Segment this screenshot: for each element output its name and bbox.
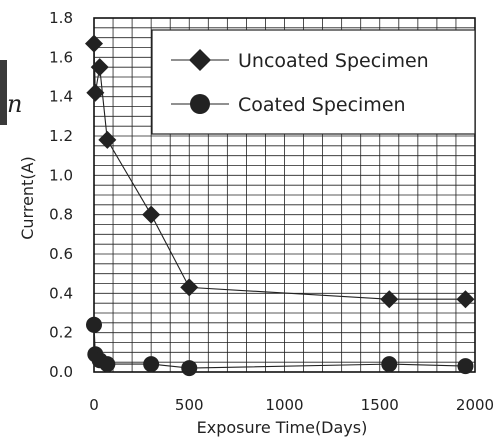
data-series [85,34,475,377]
data-point-uncoated [98,130,117,149]
legend-label-coated: Coated Specimen [238,94,406,116]
legend-box [151,29,476,135]
data-point-uncoated [85,34,103,53]
data-point-uncoated [86,83,105,102]
data-point-coated [143,356,160,373]
legend: Uncoated Specimen Coated Specimen [151,29,476,135]
y-tick-labels: 0.0 0.2 0.4 0.6 0.8 1.0 1.2 1.4 1.6 1.8 [49,9,73,381]
plot-frame [93,17,476,373]
x-tick-label: 1500 [361,396,399,414]
data-point-coated [86,316,102,333]
side-glyph: n [7,90,22,118]
x-axis-title: Exposure Time(Days) [197,418,368,437]
x-tick-label: 500 [175,396,204,414]
legend-label-uncoated: Uncoated Specimen [238,50,429,72]
y-axis-title: Current(A) [18,156,37,240]
y-tick-label: 0.2 [49,324,73,342]
data-point-coated [381,356,398,373]
x-tick-labels: 0 500 1000 1500 2000 [89,396,494,414]
legend-marker-uncoated [189,49,211,71]
data-point-coated [457,358,474,375]
x-tick-label: 1000 [265,396,303,414]
legend-marker-coated [190,94,210,114]
data-point-coated [99,356,116,373]
plot-border [93,17,476,373]
y-tick-label: 1.0 [49,166,73,184]
y-tick-label: 0.8 [49,206,73,224]
data-point-coated [181,360,198,377]
y-tick-label: 0.6 [49,245,73,263]
y-tick-label: 1.6 [49,48,73,66]
y-tick-label: 0.0 [49,363,73,381]
data-point-uncoated [180,278,199,297]
data-point-uncoated [380,290,399,309]
y-tick-label: 1.2 [49,127,73,145]
data-point-uncoated [90,58,109,77]
x-tick-label: 0 [89,396,99,414]
data-point-uncoated [456,290,475,309]
data-point-uncoated [142,205,161,224]
left-edge-fragment [0,60,7,125]
y-tick-label: 0.4 [49,284,73,302]
x-tick-label: 2000 [456,396,494,414]
y-tick-label: 1.4 [49,88,73,106]
y-tick-label: 1.8 [49,9,73,27]
